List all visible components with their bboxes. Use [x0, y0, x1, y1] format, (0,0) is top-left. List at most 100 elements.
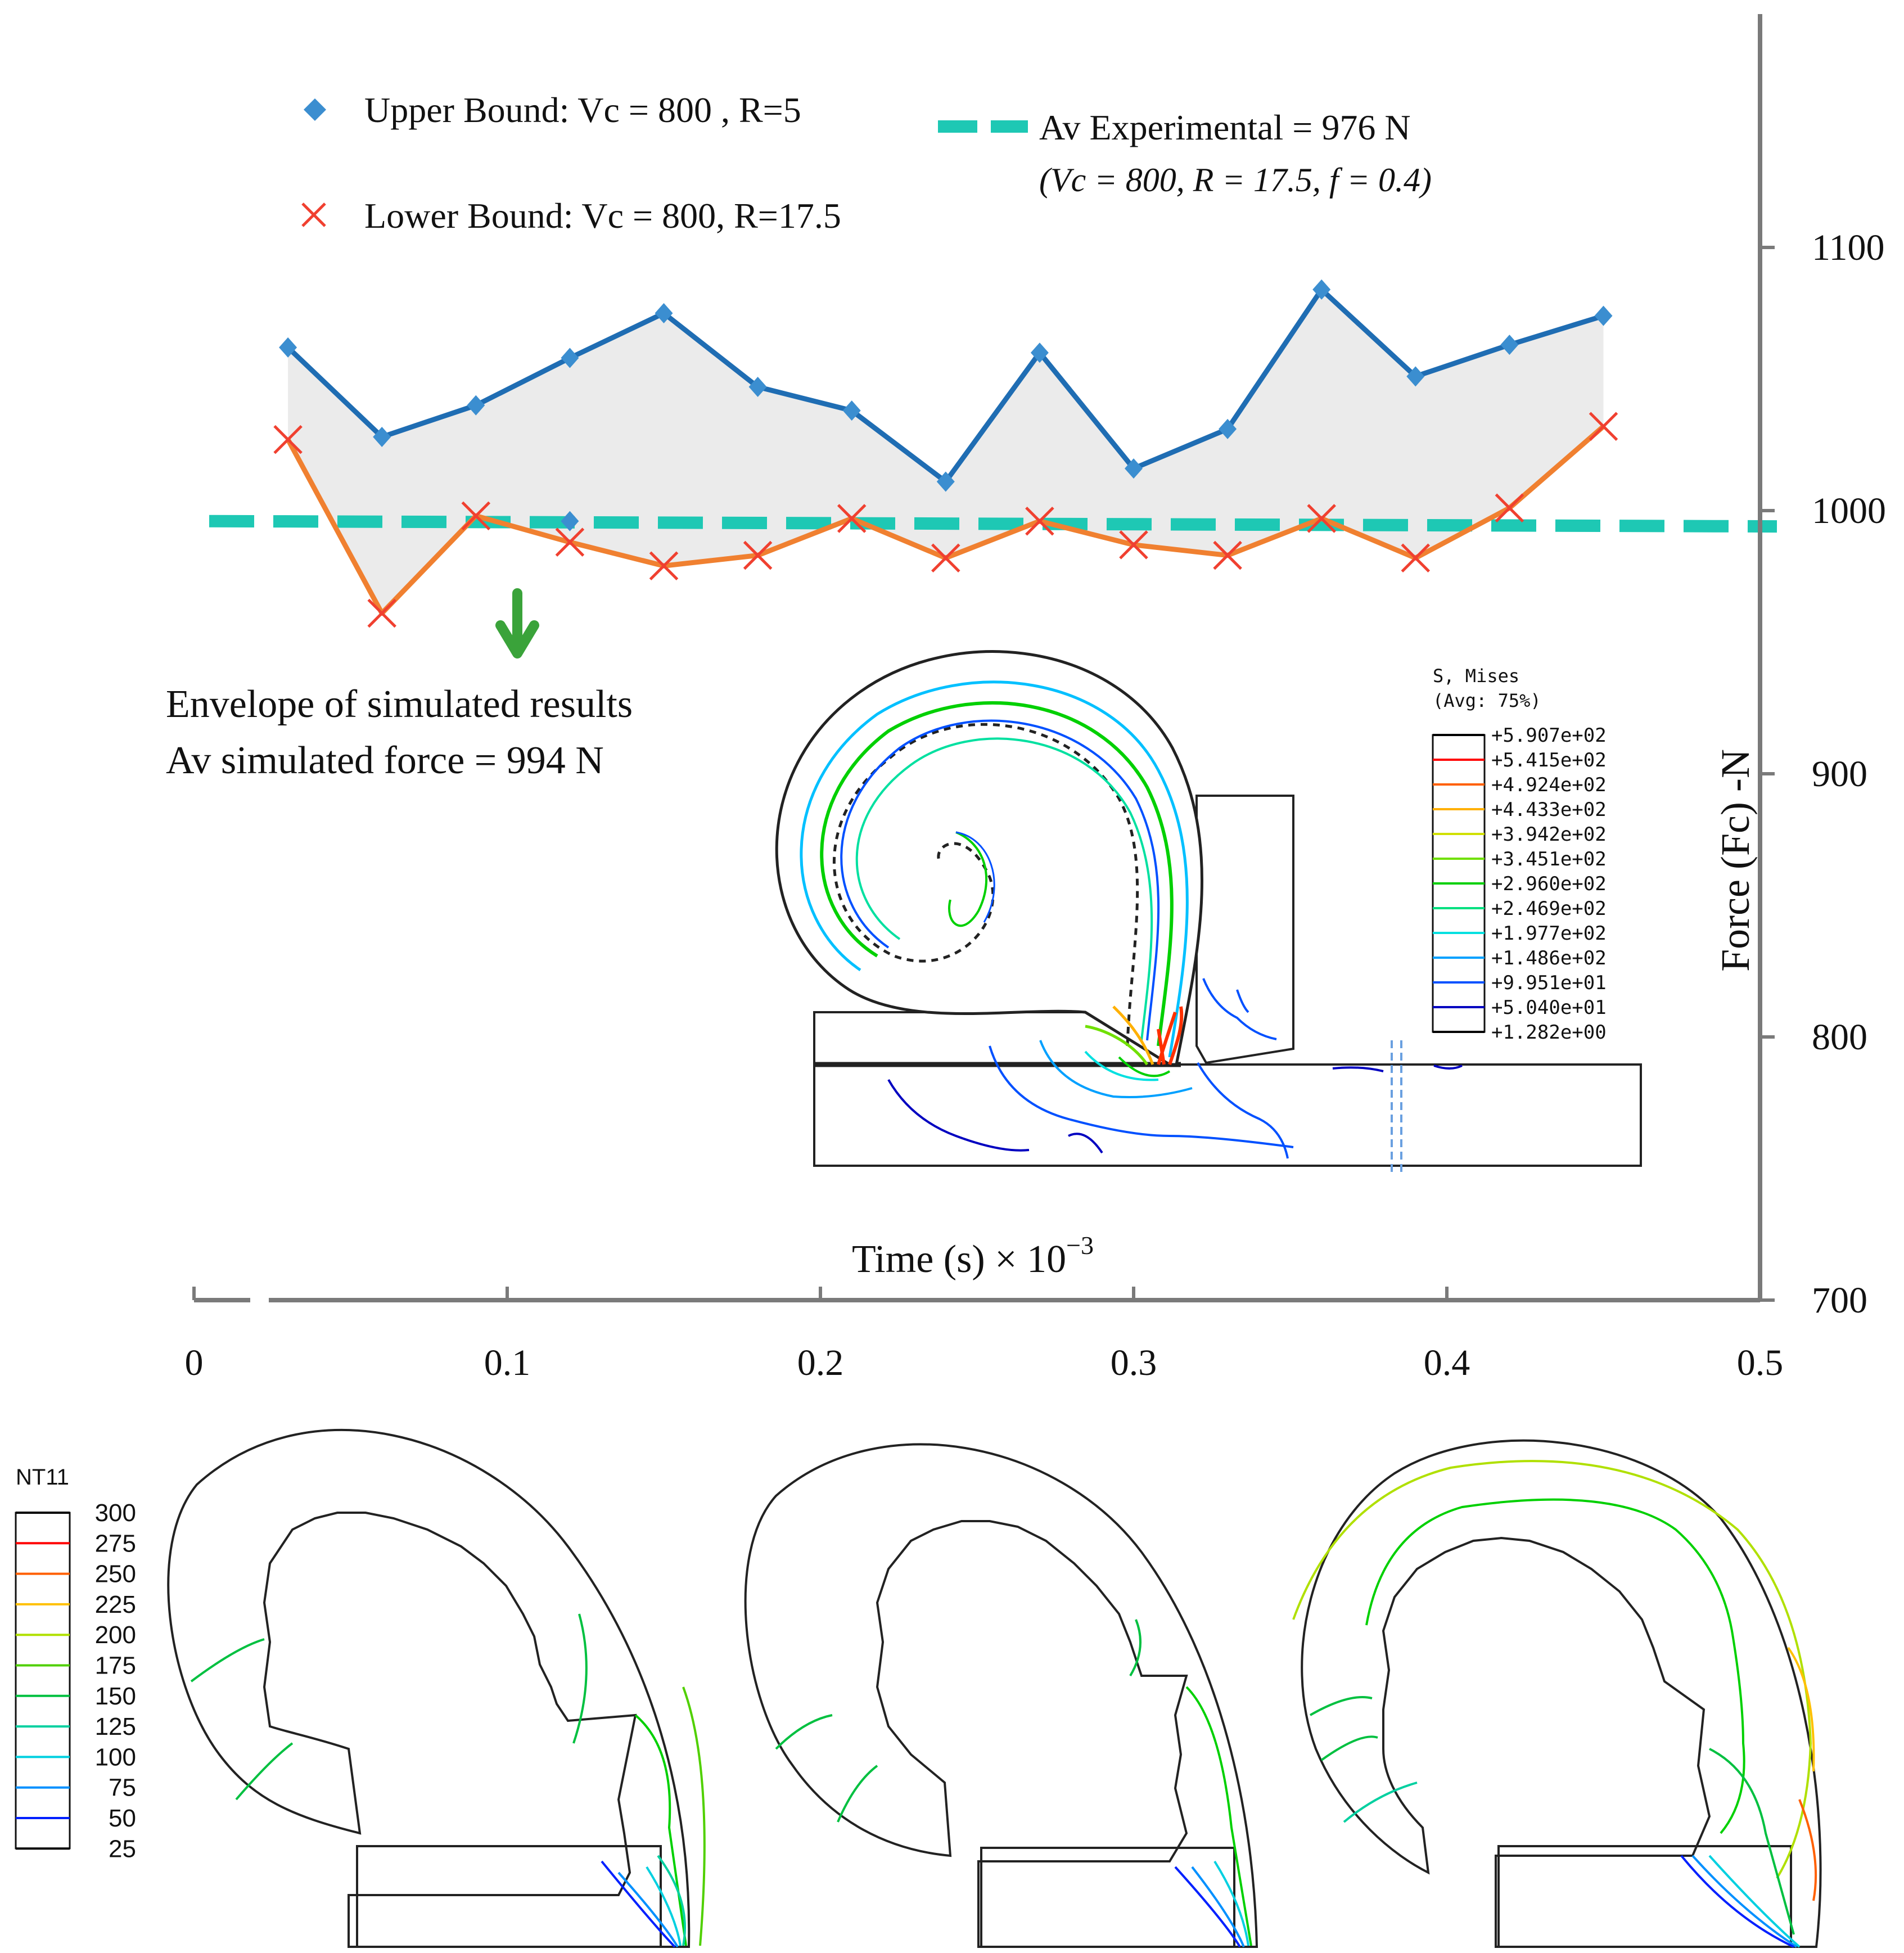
temperature-legend: NT11 300 275 250 225 200 175 150 125 100 75 50 25 — [15, 1465, 136, 1862]
temperature-panel-1 — [167, 1429, 706, 1948]
y-tick-label-1: 800 — [1812, 1017, 1867, 1058]
lower-bound-point-7 — [837, 504, 867, 533]
y-tick-label-3: 1000 — [1812, 490, 1886, 531]
stress-legend-value-10: +9.951e+01 — [1491, 972, 1607, 994]
panel-3-chip-outline — [1301, 1439, 1822, 1948]
lower-bound-point-11 — [1213, 540, 1242, 570]
temperature-panels: NT11 300 275 250 225 200 175 150 125 100 75 50 25 — [15, 1429, 1822, 1948]
temp-legend-value-11: 25 — [109, 1835, 136, 1862]
temp-legend-value-2: 250 — [95, 1560, 136, 1588]
temperature-panel-3 — [1292, 1439, 1822, 1948]
y-axis-label: Force (Fc) -N — [1713, 749, 1758, 972]
panel-3-workpiece — [1497, 1845, 1792, 1948]
stress-legend-value-8: +1.977e+02 — [1491, 922, 1607, 945]
axis-ticks — [192, 246, 1775, 1302]
workpiece-stress-contours — [887, 1040, 1463, 1172]
upper-bound-point-11 — [1219, 418, 1237, 439]
panel-2-chip-outline — [744, 1443, 1258, 1948]
y-tick-label-4: 1100 — [1812, 227, 1885, 268]
lower-bound-point-2 — [367, 598, 396, 628]
upper-bound-point-13 — [1406, 366, 1425, 387]
upper-bound-markers — [279, 279, 1613, 492]
lower-bound-point-15 — [1589, 412, 1618, 441]
stress-legend-entries: +5.907e+02+5.415e+02+4.924e+02 +4.433e+02… — [1433, 724, 1607, 1044]
x-tick-label-5: 0.5 — [1737, 1342, 1784, 1383]
temp-legend-value-6: 150 — [95, 1683, 136, 1710]
lower-bound-point-12 — [1307, 504, 1336, 533]
upper-bound-point-5 — [655, 303, 673, 323]
y-tick-label-0: 700 — [1812, 1280, 1867, 1321]
legend-lower-marker — [301, 202, 326, 227]
legend-upper-marker — [304, 98, 326, 121]
temp-legend-frame — [15, 1512, 71, 1850]
experimental-average-line — [209, 515, 1777, 533]
stress-legend-value-4: +3.942e+02 — [1491, 823, 1607, 846]
stress-legend-value-1: +5.415e+02 — [1491, 749, 1607, 772]
lower-bound-point-4 — [555, 527, 585, 557]
upper-bound-point-9 — [1030, 342, 1049, 363]
envelope-annotation: Envelope of simulated results Av simulat… — [166, 588, 633, 782]
stress-legend-value-11: +5.040e+01 — [1491, 996, 1607, 1019]
stress-legend-value-5: +3.451e+02 — [1491, 848, 1607, 870]
temp-legend-value-5: 175 — [95, 1652, 136, 1680]
upper-bound-point-4 — [561, 348, 579, 368]
cutting-tool — [1195, 795, 1294, 1065]
chip-stress-inset: S, Mises (Avg: 75%) +5.907e+02+5.415e+02… — [775, 650, 1642, 1172]
lower-bound-point-9 — [1025, 506, 1054, 536]
stress-legend-value-2: +4.924e+02 — [1491, 774, 1607, 796]
stress-legend-value-7: +2.469e+02 — [1491, 897, 1607, 920]
lower-bound-point-13 — [1401, 543, 1431, 573]
force-chart: 0 0.1 0.2 0.3 0.4 0.5 700 800 900 1000 1100 Time (… — [185, 14, 1886, 1383]
panel-1-workpiece — [356, 1845, 662, 1948]
upper-bound-point-14 — [1500, 335, 1519, 355]
temp-legend-value-7: 125 — [95, 1713, 136, 1740]
legend-lower-label: Lower Bound: Vc = 800, R=17.5 — [364, 196, 841, 236]
x-tick-label-1: 0.1 — [484, 1342, 531, 1383]
x-tick-label-0: 0 — [185, 1342, 204, 1383]
panel-2-workpiece — [980, 1847, 1235, 1948]
panel-3-contours — [1292, 1460, 1817, 1948]
temp-legend-entries: 300 275 250 225 200 175 150 125 100 75 50 25 — [16, 1499, 136, 1862]
stress-legend-value-3: +4.433e+02 — [1491, 799, 1607, 821]
legend-upper-label: Upper Bound: Vc = 800 , R=5 — [364, 90, 801, 130]
temp-legend-value-8: 100 — [95, 1743, 136, 1771]
lower-bound-point-6 — [743, 540, 773, 570]
tool-stress-contours — [1202, 978, 1277, 1040]
stress-legend-value-0: +5.907e+02 — [1491, 724, 1607, 747]
upper-bound-point-15 — [1594, 305, 1613, 326]
upper-bound-point-12 — [1312, 279, 1331, 300]
x-tick-label-3: 0.3 — [1111, 1342, 1157, 1383]
stress-legend-value-9: +1.486e+02 — [1491, 947, 1607, 969]
temp-legend-value-3: 225 — [95, 1591, 136, 1618]
stress-legend-title: S, Mises — [1433, 665, 1519, 687]
panel-1-contours — [190, 1613, 706, 1948]
simulated-envelope-area — [288, 289, 1604, 614]
upper-bound-point-7 — [842, 400, 861, 421]
x-tick-label-4: 0.4 — [1424, 1342, 1470, 1383]
upper-bound-point-2 — [373, 426, 391, 447]
stress-legend-value-6: +2.960e+02 — [1491, 873, 1607, 895]
x-tick-label-2: 0.2 — [797, 1342, 844, 1383]
lower-bound-point-14 — [1495, 493, 1524, 523]
lower-bound-point-10 — [1119, 530, 1148, 560]
upper-bound-point-10 — [1125, 458, 1143, 479]
chart-legend: Upper Bound: Vc = 800 , R=5 Lower Bound:… — [301, 90, 1432, 236]
lower-bound-point-8 — [931, 543, 960, 573]
temperature-panel-2 — [744, 1443, 1258, 1948]
stress-legend: S, Mises (Avg: 75%) +5.907e+02+5.415e+02… — [1432, 665, 1607, 1044]
legend-experimental-sublabel: (Vc = 800, R = 17.5, f = 0.4) — [1039, 161, 1432, 199]
upper-bound-point-3 — [467, 395, 485, 416]
y-tick-label-2: 900 — [1812, 754, 1867, 795]
upper-bound-point-1 — [279, 337, 297, 358]
lower-bound-point-1 — [273, 425, 303, 454]
temp-legend-value-1: 275 — [95, 1530, 136, 1557]
x-axis-label: Time (s) × 10−3 — [852, 1231, 1094, 1281]
temp-legend-value-9: 75 — [109, 1774, 136, 1802]
lower-bound-markers — [273, 412, 1618, 628]
temp-legend-value-0: 300 — [95, 1499, 136, 1527]
stress-legend-value-12: +1.282e+00 — [1491, 1021, 1607, 1044]
panel-1-chip-outline — [167, 1429, 691, 1948]
temp-legend-value-4: 200 — [95, 1621, 136, 1649]
lower-bound-point-3 — [461, 501, 491, 531]
